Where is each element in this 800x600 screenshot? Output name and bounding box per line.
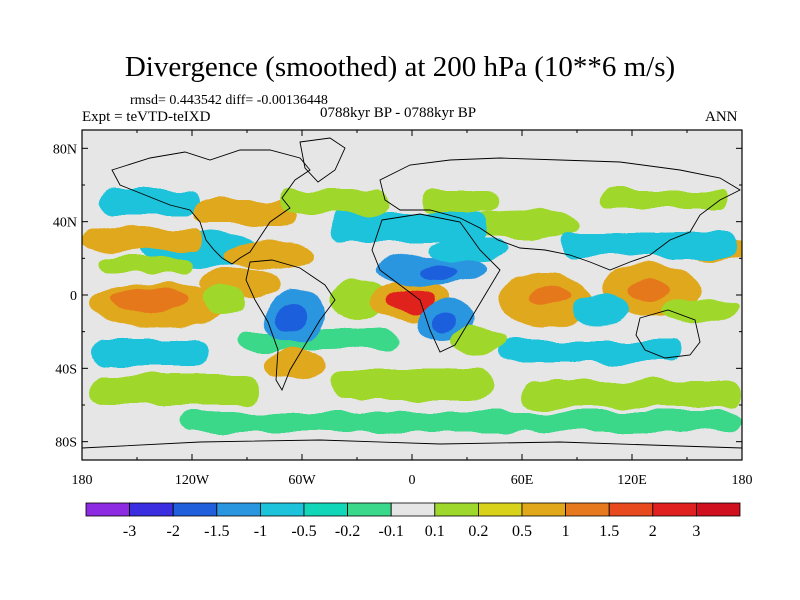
x-tick-label: 120E: [617, 473, 647, 488]
colorbar-label: 1.5: [599, 523, 619, 540]
colorbar-label: -0.2: [335, 523, 360, 540]
chart-title: Divergence (smoothed) at 200 hPa (10**6 …: [124, 51, 676, 83]
x-tick-label: 0: [409, 473, 416, 488]
field-band: [500, 340, 680, 362]
y-tick-label: 40S: [55, 362, 77, 377]
field-patch: [225, 241, 315, 269]
x-tick-label: 120W: [175, 473, 210, 488]
colorbar-label: 0.1: [425, 523, 445, 540]
field-band: [82, 228, 202, 250]
colorbar-swatch: [608, 502, 654, 517]
x-tick-label: 180: [732, 473, 753, 488]
field-band: [90, 375, 260, 405]
colorbar-swatch: [565, 502, 610, 517]
experiment-label: Expt = teVTD-teIXD: [82, 109, 211, 125]
colorbar-swatch: [85, 502, 130, 517]
colorbar-swatch: [652, 502, 697, 517]
colorbar-label: -1: [254, 523, 267, 540]
colorbar-label: -3: [123, 523, 136, 540]
field-band: [420, 190, 500, 212]
x-tick-label: 180: [72, 473, 93, 488]
field-band: [180, 412, 740, 432]
coastline-south-america: [245, 259, 336, 392]
field-band: [100, 190, 200, 214]
coastline-north-america: [111, 149, 311, 265]
field-band: [280, 190, 390, 214]
colorbar-swatch: [434, 502, 479, 517]
field-band: [520, 380, 740, 408]
field-patch: [205, 286, 245, 314]
colorbar-swatch: [390, 502, 436, 517]
colorbar-label: -2: [167, 523, 180, 540]
field-band: [100, 258, 190, 274]
coastline-eurasia: [379, 157, 741, 271]
colorbar-swatch: [303, 502, 348, 517]
field-patch: [454, 326, 506, 354]
field-patch: [530, 286, 570, 306]
y-tick-label: 40N: [53, 216, 77, 231]
x-tick-label: 60E: [511, 473, 534, 488]
field-patch: [330, 280, 390, 320]
field-patch: [431, 312, 459, 332]
coastlines: [82, 137, 742, 449]
y-tick-label: 0: [70, 289, 77, 304]
colorbar-swatch: [172, 502, 218, 517]
field-band: [330, 370, 490, 400]
colorbar-label: 0.2: [468, 523, 488, 540]
y-tick-label: 80S: [55, 436, 77, 451]
colorbar-label: -1.5: [204, 523, 229, 540]
field-patch: [430, 238, 510, 262]
colorbar-swatch: [129, 502, 174, 517]
field-patch: [112, 288, 188, 312]
colorbar-swatch: [216, 502, 261, 517]
colorbar-swatch: [696, 502, 741, 517]
field-patch: [628, 280, 672, 300]
divergence-field: [82, 190, 742, 432]
colorbar-swatch: [347, 502, 392, 517]
field-patch: [265, 349, 325, 381]
field-band: [240, 330, 400, 350]
field-band: [195, 200, 295, 226]
stats-text: rmsd= 0.443542 diff= -0.00136448: [130, 93, 328, 108]
colorbar-label: 0.5: [512, 523, 532, 540]
field-band: [600, 190, 730, 208]
axis-ticks: 180 120W 60W 0 60E 120E 180 80N 40N 0 40S 80S: [53, 130, 753, 488]
y-tick-label: 80N: [53, 142, 77, 157]
field-patch: [460, 210, 580, 240]
field-patch: [660, 298, 740, 322]
coastline-greenland: [299, 137, 346, 183]
x-tick-label: 60W: [288, 473, 316, 488]
field-band: [90, 338, 210, 366]
colorbar-label: -0.1: [379, 523, 404, 540]
colorbar-label: 1: [562, 523, 570, 540]
period-label: 0788kyr BP - 0788kyr BP: [320, 105, 477, 121]
field-patch: [276, 302, 304, 334]
field-patch: [570, 294, 630, 326]
colorbar-label: 3: [692, 523, 700, 540]
colorbar-label: 2: [649, 523, 657, 540]
colorbar-swatch: [521, 502, 566, 517]
field-patch: [388, 288, 432, 312]
season-label: ANN: [705, 109, 738, 125]
coastline-australia: [635, 309, 701, 359]
coastline-antarctica: [82, 439, 742, 449]
colorbar-label: -0.5: [291, 523, 316, 540]
colorbar-swatch: [259, 502, 305, 517]
coastline-africa: [371, 213, 501, 353]
colorbar-swatch: [477, 502, 523, 517]
field-patch: [420, 264, 460, 280]
field-band: [560, 232, 740, 258]
colorbar: -3 -2 -1.5 -1 -0.5 -0.2 -0.1 0.1 0.2 0.5 1 1.5 2 3: [85, 502, 741, 540]
field-band: [330, 212, 490, 242]
